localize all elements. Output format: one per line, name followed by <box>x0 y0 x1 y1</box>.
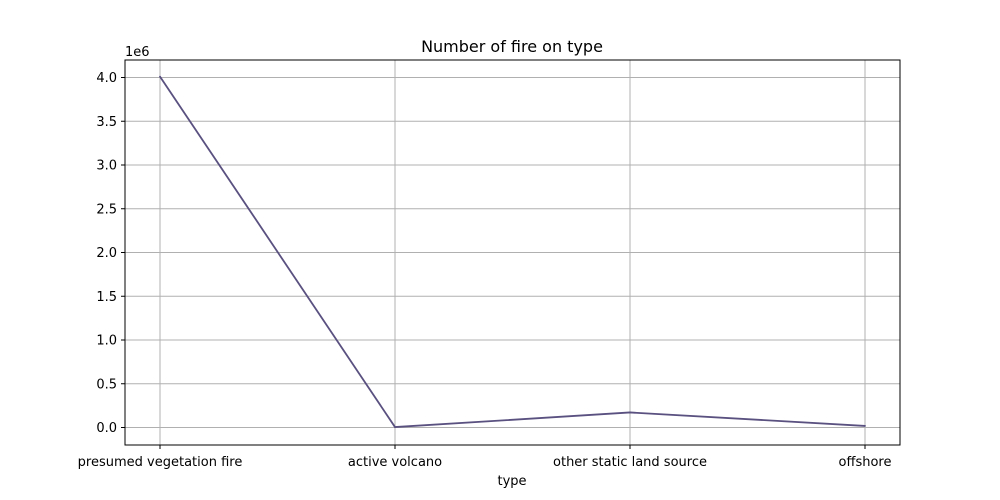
y-tick-label: 3.5 <box>96 115 117 130</box>
grid <box>125 60 900 445</box>
y-tick-label: 0.5 <box>96 377 117 392</box>
y-tick-label: 0.0 <box>96 421 117 436</box>
y-offset-label: 1e6 <box>125 45 150 60</box>
y-tick-label: 3.0 <box>96 159 117 174</box>
y-tick-label: 2.5 <box>96 202 117 217</box>
plot-frame <box>124 59 901 446</box>
x-axis-title: type <box>497 474 526 489</box>
data-point <box>394 426 396 428</box>
data-point <box>864 425 866 427</box>
x-tick-label: offshore <box>839 455 892 470</box>
x-tick-label: presumed vegetation fire <box>78 455 243 470</box>
y-tick-label: 4.0 <box>96 71 117 86</box>
data-point <box>159 75 161 78</box>
x-tick-label: active volcano <box>348 455 442 470</box>
y-tick-label: 2.0 <box>96 246 117 261</box>
chart-title: Number of fire on type <box>421 37 603 56</box>
y-tick-label: 1.5 <box>96 290 117 305</box>
series-line <box>159 76 866 428</box>
y-tick-label: 1.0 <box>96 334 117 349</box>
data-point <box>629 411 631 414</box>
series-layer <box>159 75 866 428</box>
axis-ticks: 0.0 0.5 1.0 1.5 2.0 2.5 3.0 3.5 4.0 presumed vege… <box>78 71 892 470</box>
x-tick-label: other static land source <box>553 455 707 470</box>
